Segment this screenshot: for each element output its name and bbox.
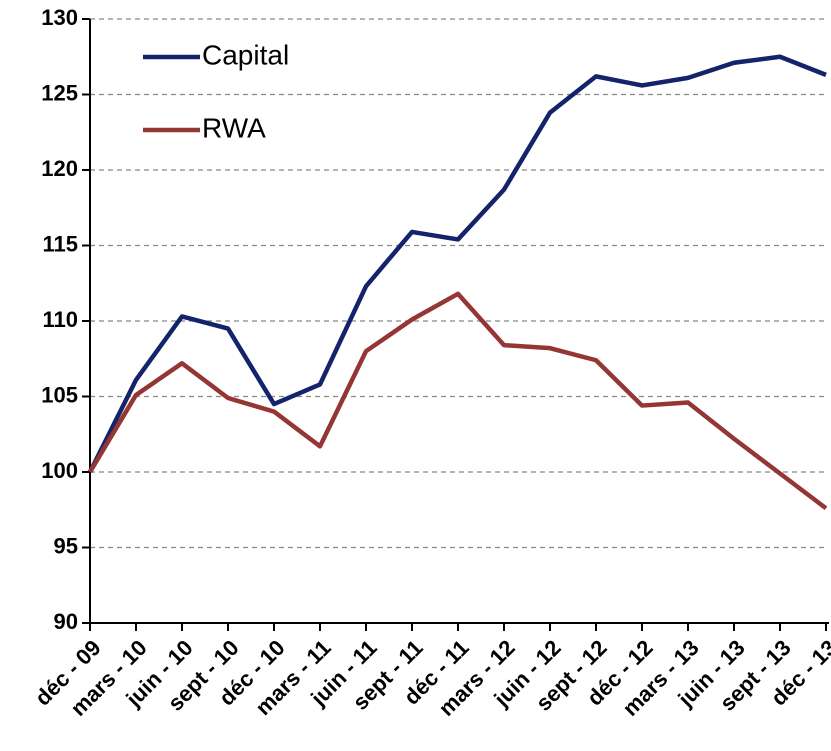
y-tick-label: 130 (41, 5, 78, 30)
legend-label: Capital (202, 39, 289, 70)
y-tick-label: 120 (41, 156, 78, 181)
y-tick-label: 90 (54, 609, 78, 634)
y-tick-label: 115 (43, 231, 79, 256)
y-tick-label: 95 (54, 533, 78, 558)
series-line (88, 291, 828, 511)
series-line (87, 54, 827, 474)
y-tick-label: 105 (41, 382, 78, 407)
y-tick-label: 110 (43, 307, 79, 332)
legend-label: RWA (202, 112, 266, 143)
y-tick-label: 125 (41, 80, 78, 105)
y-tick-label: 100 (41, 458, 78, 483)
